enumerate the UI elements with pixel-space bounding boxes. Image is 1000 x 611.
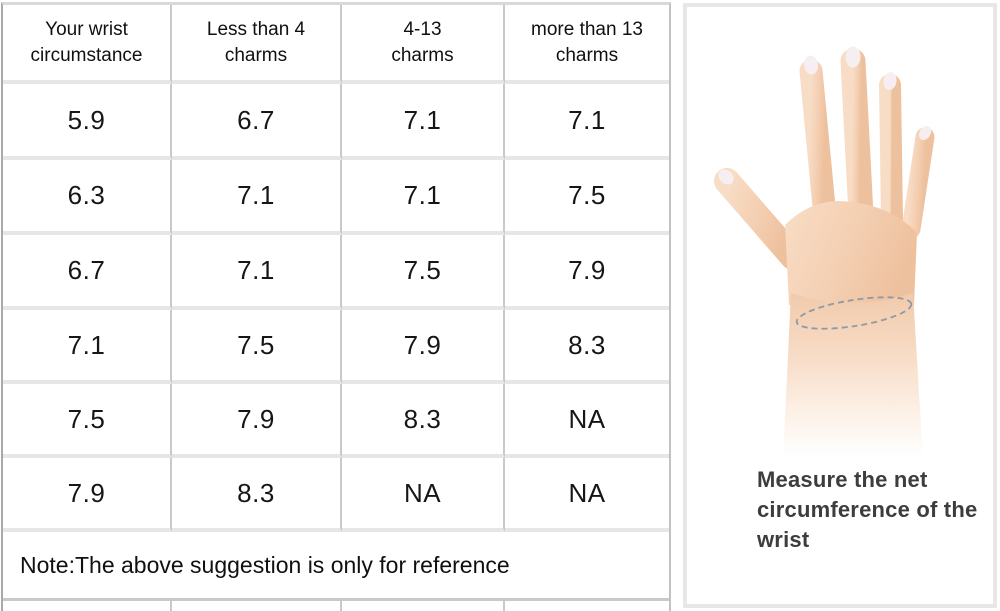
table-cell: 7.9 — [3, 458, 172, 532]
header-label: Less than 4 charms — [206, 19, 306, 66]
table-cell: 7.5 — [172, 310, 342, 384]
table-cell: 7.1 — [172, 160, 342, 235]
table-cell: NA — [505, 384, 669, 458]
table-cell: 8.3 — [172, 458, 342, 532]
table-cell: 6.3 — [3, 160, 172, 235]
table-row: 7.1 7.5 7.9 8.3 — [3, 310, 669, 384]
table-row: 6.7 7.1 7.5 7.9 — [3, 235, 669, 310]
table-row: 5.9 6.7 7.1 7.1 — [3, 84, 669, 160]
hand-shape — [714, 46, 935, 472]
table-header-row: Your wrist circumstance Less than 4 char… — [3, 5, 669, 84]
table-cell: 7.9 — [342, 310, 505, 384]
table-cell: 7.1 — [172, 235, 342, 310]
header-less-than-4: Less than 4 charms — [172, 5, 342, 84]
table-cell: 7.1 — [342, 160, 505, 235]
table-cell: 7.1 — [505, 84, 669, 160]
cropped-cell — [172, 601, 342, 611]
wrist-dashed-measurement-ellipse — [795, 296, 913, 330]
measurement-panel: Measure the net circumference of the wri… — [683, 3, 997, 608]
table-cell: NA — [342, 458, 505, 532]
cropped-cell — [3, 601, 172, 611]
table-cell: NA — [505, 458, 669, 532]
header-more-than-13: more than 13 charms — [505, 5, 669, 84]
wrist-sizing-table: Your wrist circumstance Less than 4 char… — [1, 2, 671, 611]
table-cell: 7.1 — [342, 84, 505, 160]
table-cell: 6.7 — [3, 235, 172, 310]
table-cell: 6.7 — [172, 84, 342, 160]
cropped-cell — [342, 601, 505, 611]
table-row: 6.3 7.1 7.1 7.5 — [3, 160, 669, 235]
table-cell: 7.5 — [3, 384, 172, 458]
table-cell: 7.9 — [172, 384, 342, 458]
header-label: Your wrist circumstance — [30, 19, 143, 66]
header-4-13: 4-13 charms — [342, 5, 505, 84]
table-cell: 8.3 — [342, 384, 505, 458]
table-row: 7.9 8.3 NA NA — [3, 458, 669, 532]
header-label: more than 13 charms — [531, 19, 643, 66]
table-cell: 7.5 — [505, 160, 669, 235]
hand-illustration — [714, 46, 935, 472]
cropped-next-row — [3, 601, 669, 611]
table-cell: 5.9 — [3, 84, 172, 160]
table-cell: 7.1 — [3, 310, 172, 384]
table-row: 7.5 7.9 8.3 NA — [3, 384, 669, 458]
reference-note: Note:The above suggestion is only for re… — [3, 532, 669, 601]
header-label: 4-13 charms — [391, 19, 454, 66]
table-cell: 7.5 — [342, 235, 505, 310]
table-cell: 7.9 — [505, 235, 669, 310]
header-your-wrist: Your wrist circumstance — [3, 5, 172, 84]
cropped-cell — [505, 601, 669, 611]
table-cell: 8.3 — [505, 310, 669, 384]
measurement-caption: Measure the net circumference of the wri… — [757, 467, 978, 552]
